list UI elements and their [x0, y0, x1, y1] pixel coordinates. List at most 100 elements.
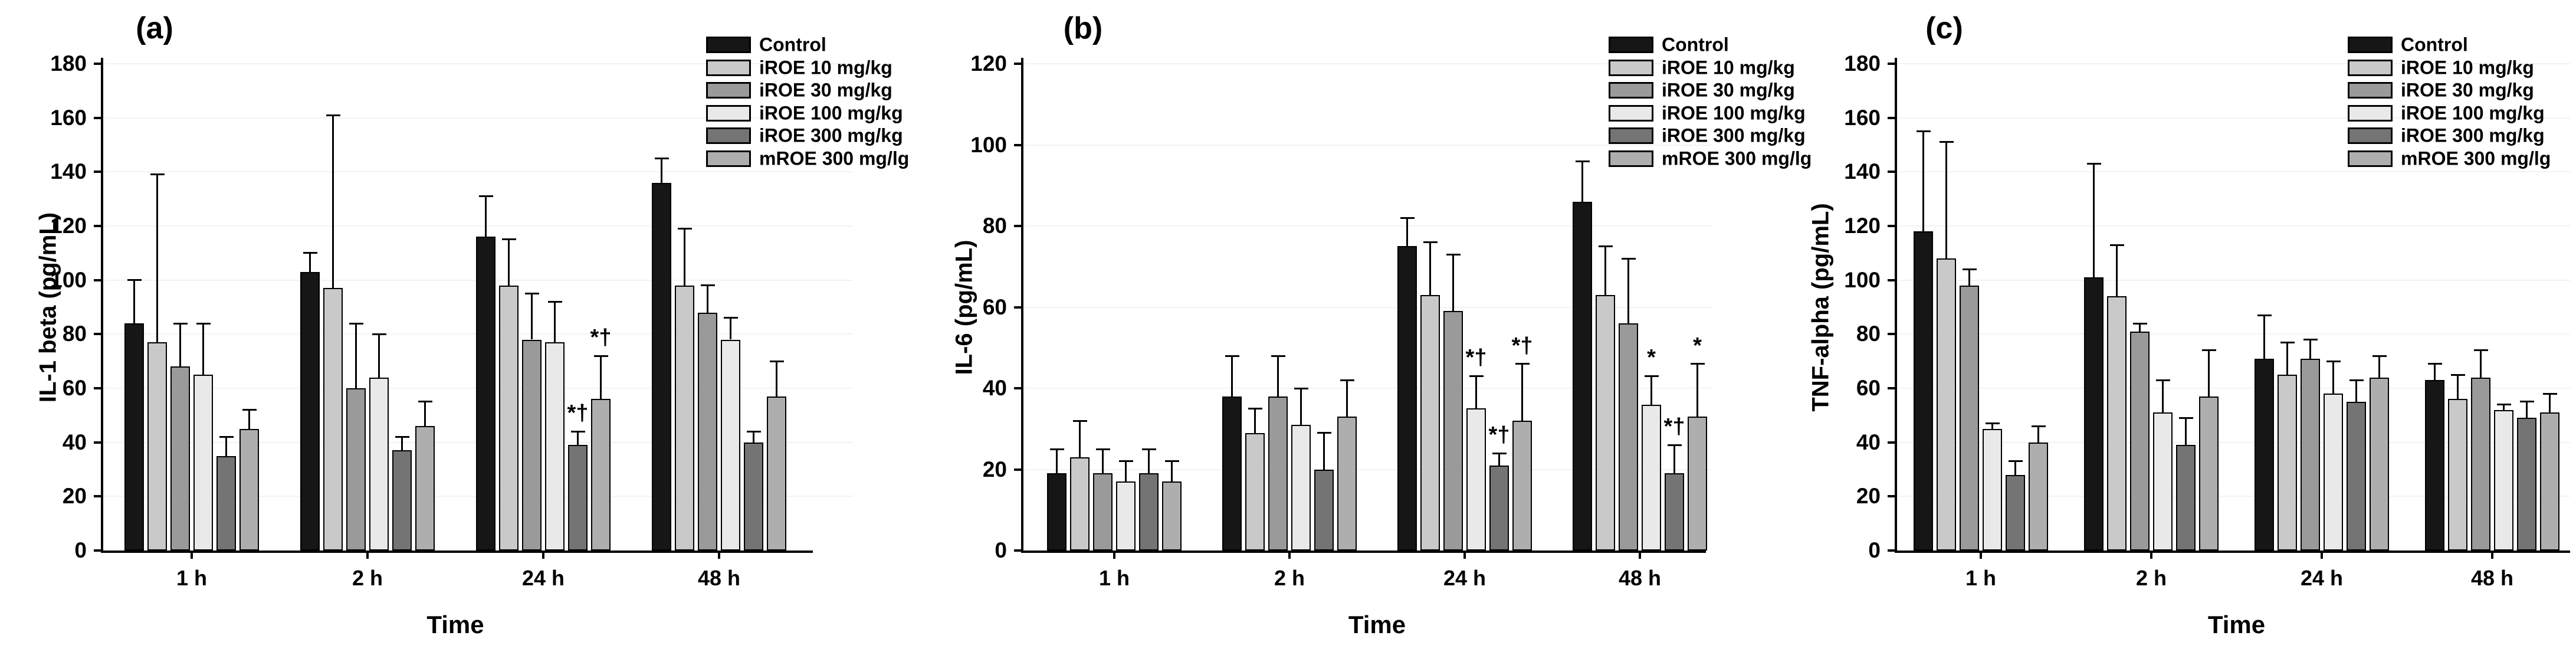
legend-label: iROE 100 mg/kg — [759, 102, 903, 123]
gridline — [1025, 468, 1711, 470]
bar — [2425, 380, 2444, 551]
y-tick-label: 0 — [74, 538, 87, 562]
bar — [2153, 412, 2173, 551]
error-bar-cap — [1225, 355, 1239, 357]
bar — [300, 271, 320, 551]
error-bar-cap — [2542, 392, 2557, 395]
error-bar-cap — [1271, 355, 1285, 357]
bar — [767, 396, 786, 551]
error-bar-cap — [524, 293, 539, 295]
bar — [1047, 473, 1067, 551]
bar — [346, 388, 366, 551]
error-bar-cap — [372, 333, 386, 335]
x-tick — [2491, 551, 2493, 559]
y-tick — [94, 441, 103, 444]
error-bar-line — [730, 317, 731, 340]
error-bar-line — [2526, 401, 2528, 418]
y-axis-line — [101, 58, 103, 553]
gridline — [1025, 306, 1711, 308]
bar — [2084, 277, 2104, 551]
bar — [2255, 358, 2274, 551]
error-bar-cap — [2349, 379, 2364, 381]
error-bar-cap — [1469, 375, 1484, 377]
bar — [2494, 409, 2513, 551]
y-tick — [1014, 225, 1023, 227]
y-tick — [94, 333, 103, 336]
gridline — [1025, 388, 1711, 389]
error-bar-line — [1056, 449, 1058, 474]
y-tick-label: 160 — [1844, 105, 1881, 130]
y-axis-title: IL-1 beta (pg/mL) — [35, 212, 61, 402]
error-bar-cap — [326, 114, 340, 116]
bar — [1914, 231, 1933, 551]
error-bar-cap — [501, 238, 516, 241]
error-bar-line — [156, 174, 158, 343]
legend-swatch — [706, 104, 751, 122]
y-tick — [94, 549, 103, 552]
error-bar-cap — [2450, 373, 2465, 376]
bar — [2301, 358, 2320, 551]
y-tick — [94, 225, 103, 227]
x-tick — [1463, 551, 1466, 559]
legend-swatch — [2348, 37, 2393, 53]
error-bar-line — [2309, 339, 2311, 359]
bar — [2176, 445, 2196, 551]
legend-label: iROE 30 mg/kg — [1662, 79, 1795, 101]
bar — [675, 285, 694, 551]
error-bar-line — [133, 280, 135, 323]
bar — [369, 377, 389, 551]
x-tick — [191, 551, 193, 559]
error-bar-line — [1406, 218, 1408, 247]
error-bar-cap — [127, 279, 142, 281]
chart-panel: (c) TNF-alpha (pg/mL) 0 20 40 60 80 100 120 140 16… — [1717, 0, 2576, 652]
y-tick — [1888, 225, 1897, 227]
bar — [522, 339, 542, 551]
gridline — [1898, 496, 2570, 497]
error-bar-line — [531, 293, 533, 340]
error-bar-cap — [570, 430, 585, 433]
error-bar-line — [1475, 376, 1477, 409]
bar — [2199, 396, 2219, 551]
error-bar-cap — [2031, 425, 2046, 427]
bar — [2471, 377, 2490, 551]
bar — [2130, 331, 2150, 551]
y-tick — [1888, 549, 1897, 552]
x-tick — [366, 551, 369, 559]
legend-label: iROE 100 mg/kg — [1662, 102, 1806, 123]
y-tick-label: 140 — [50, 159, 87, 184]
significance-marker: * — [1647, 345, 1656, 371]
x-tick-label: 24 h — [521, 566, 565, 590]
legend-label: mROE 300 mg/lg — [1662, 148, 1812, 169]
y-tick — [1014, 549, 1023, 552]
gridline — [1898, 279, 2570, 281]
y-tick-label: 120 — [970, 51, 1007, 76]
legend-label: iROE 300 mg/kg — [759, 124, 903, 146]
legend-swatch — [2348, 59, 2393, 76]
error-bar-line — [424, 401, 426, 427]
y-tick — [1888, 495, 1897, 498]
error-bar-cap — [2178, 417, 2193, 419]
error-bar-line — [1300, 388, 1302, 425]
error-bar-cap — [2280, 341, 2295, 343]
bar — [1960, 285, 1979, 551]
legend-swatch — [706, 127, 751, 144]
legend-swatch — [706, 150, 751, 167]
bar — [147, 342, 167, 551]
bar — [2107, 296, 2127, 551]
y-tick — [1888, 279, 1897, 281]
x-tick — [1980, 551, 1982, 559]
error-bar-line — [1604, 246, 1606, 295]
error-bar-cap — [1492, 452, 1507, 454]
x-tick — [1288, 551, 1291, 559]
error-bar-cap — [769, 360, 784, 362]
significance-marker: *† — [1465, 345, 1487, 371]
error-bar-line — [1991, 423, 1993, 429]
error-bar-cap — [1423, 241, 1438, 243]
error-bar-cap — [1446, 253, 1461, 255]
bar — [2347, 401, 2366, 551]
y-tick — [1888, 63, 1897, 65]
gridline — [1898, 225, 2570, 227]
y-tick-label: 120 — [50, 214, 87, 238]
bar — [1162, 481, 1182, 551]
